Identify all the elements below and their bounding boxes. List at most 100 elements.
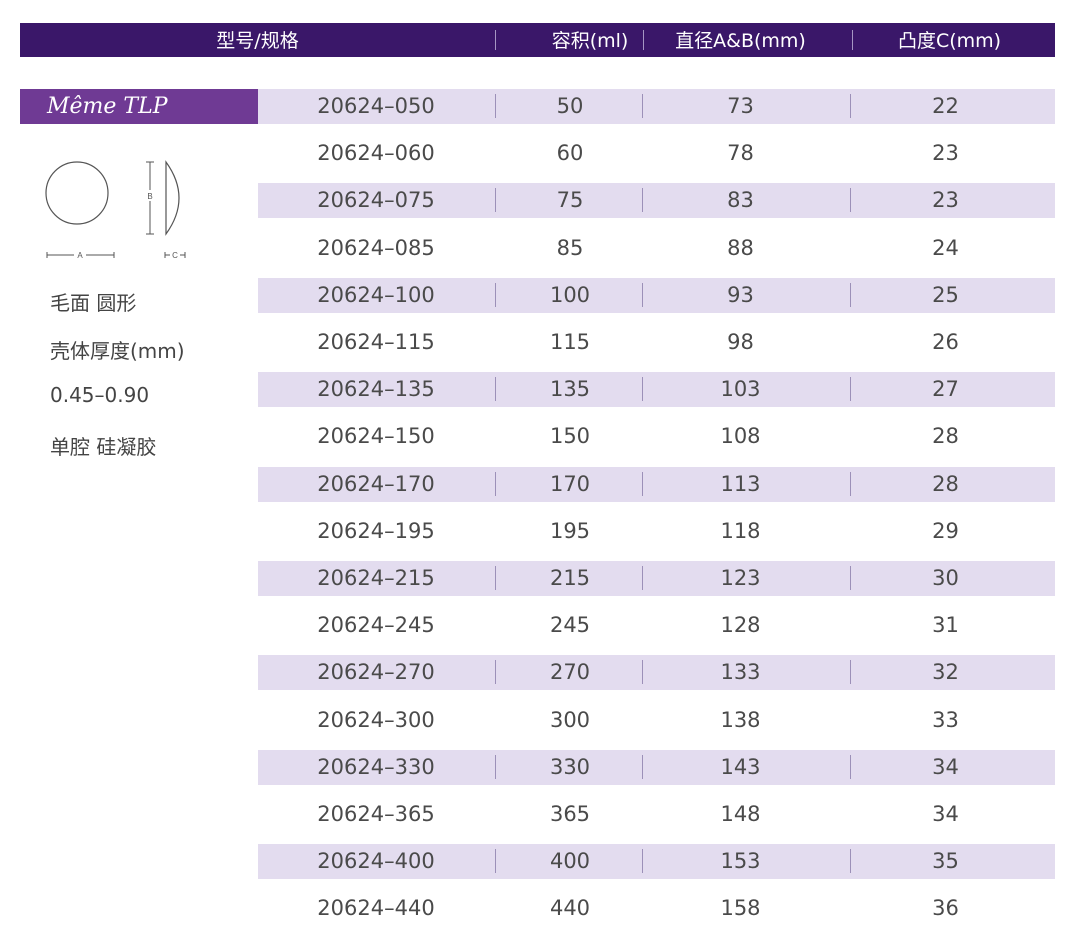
- cell-volume: 135: [549, 377, 591, 402]
- desc-shell-thickness-label: 壳体厚度(mm): [50, 339, 185, 363]
- table-row: 20624–170 170 113 28: [258, 466, 1055, 502]
- column-divider: [642, 566, 643, 590]
- column-divider: [850, 94, 851, 118]
- implant-side-outline: [165, 160, 180, 236]
- implant-dimension-diagram: B A C: [45, 160, 186, 260]
- cell-volume: 115: [549, 330, 591, 354]
- header-volume: 容积(ml): [551, 30, 629, 52]
- cell-projection: 26: [932, 330, 959, 354]
- column-divider: [642, 188, 643, 213]
- column-divider: [850, 566, 851, 590]
- table-row: 20624–075 75 83 23: [258, 183, 1055, 219]
- cell-projection: 31: [932, 613, 959, 638]
- table-row: 20624–245 245 128 31: [258, 608, 1055, 643]
- cell-volume: 150: [549, 424, 591, 449]
- table-row: 20624–195 195 118 29: [258, 514, 1055, 549]
- cell-diameter: 88: [727, 235, 754, 260]
- label-c: C: [172, 251, 178, 260]
- cell-model: 20624–150: [317, 424, 435, 449]
- cell-model: 20624–195: [317, 518, 435, 543]
- cell-projection: 36: [932, 896, 959, 921]
- cell-volume: 365: [549, 802, 591, 826]
- product-name-banner: Même TLP: [20, 89, 258, 124]
- header-projection: 凸度C(mm): [897, 30, 1002, 52]
- table-row: 20624–135 135 103 27: [258, 372, 1055, 408]
- table-row: 20624–115 115 98 26: [258, 325, 1055, 360]
- cell-diameter: 123: [720, 566, 761, 590]
- table-row: 20624–330 330 143 34: [258, 749, 1055, 785]
- column-divider: [850, 660, 851, 685]
- desc-texture-shape: 毛面 圆形: [50, 291, 137, 315]
- table-row: 20624–300 300 138 33: [258, 703, 1055, 738]
- cell-volume: 195: [549, 518, 591, 543]
- column-divider: [495, 188, 496, 213]
- header-diameter: 直径A&B(mm): [675, 30, 806, 52]
- cell-diameter: 118: [720, 518, 761, 543]
- cell-model: 20624–050: [317, 94, 435, 118]
- cell-diameter: 153: [720, 849, 761, 874]
- cell-volume: 440: [549, 896, 591, 921]
- column-divider: [850, 849, 851, 874]
- label-a: A: [77, 251, 83, 260]
- table-row: 20624–100 100 93 25: [258, 277, 1055, 313]
- header-divider: [643, 30, 644, 50]
- header-model: 型号/规格: [216, 30, 299, 52]
- cell-diameter: 108: [720, 424, 761, 449]
- cell-projection: 22: [932, 94, 959, 118]
- table-header: 型号/规格 容积(ml) 直径A&B(mm) 凸度C(mm): [20, 23, 1055, 57]
- desc-filling: 单腔 硅凝胶: [50, 435, 157, 459]
- cell-model: 20624–100: [317, 282, 435, 307]
- table-row: 20624–050 50 73 22: [258, 89, 1055, 124]
- cell-projection: 27: [932, 377, 959, 402]
- column-divider: [642, 282, 643, 307]
- cell-volume: 50: [556, 94, 584, 118]
- cell-volume: 100: [549, 282, 591, 307]
- cell-volume: 330: [549, 754, 591, 779]
- cell-diameter: 78: [727, 141, 754, 166]
- cell-projection: 34: [932, 754, 959, 779]
- cell-volume: 85: [556, 235, 584, 260]
- cell-model: 20624–440: [317, 896, 435, 921]
- cell-model: 20624–215: [317, 566, 435, 590]
- cell-model: 20624–060: [317, 141, 435, 166]
- column-divider: [495, 566, 496, 590]
- column-divider: [495, 94, 496, 118]
- cell-diameter: 133: [720, 660, 761, 685]
- cell-model: 20624–270: [317, 660, 435, 685]
- column-divider: [642, 471, 643, 496]
- cell-diameter: 138: [720, 707, 761, 732]
- cell-model: 20624–245: [317, 613, 435, 638]
- column-divider: [495, 849, 496, 874]
- cell-model: 20624–170: [317, 471, 435, 496]
- column-divider: [850, 471, 851, 496]
- cell-projection: 29: [932, 518, 959, 543]
- cell-volume: 215: [549, 566, 591, 590]
- cell-diameter: 103: [720, 377, 761, 402]
- cell-volume: 400: [549, 849, 591, 874]
- column-divider: [495, 282, 496, 307]
- label-b: B: [147, 192, 152, 201]
- cell-volume: 300: [549, 707, 591, 732]
- column-divider: [642, 754, 643, 779]
- cell-diameter: 113: [720, 471, 761, 496]
- column-divider: [642, 849, 643, 874]
- header-divider: [852, 30, 853, 50]
- column-divider: [495, 754, 496, 779]
- column-divider: [850, 188, 851, 213]
- implant-front-outline: [45, 161, 109, 225]
- cell-diameter: 148: [720, 802, 761, 826]
- cell-projection: 25: [932, 282, 959, 307]
- column-divider: [495, 377, 496, 402]
- cell-diameter: 128: [720, 613, 761, 638]
- column-divider: [642, 377, 643, 402]
- column-divider: [495, 660, 496, 685]
- cell-projection: 24: [932, 235, 959, 260]
- cell-projection: 28: [932, 471, 959, 496]
- cell-volume: 170: [549, 471, 591, 496]
- table-row: 20624–270 270 133 32: [258, 655, 1055, 691]
- cell-model: 20624–075: [317, 188, 435, 213]
- cell-diameter: 98: [727, 330, 754, 354]
- cell-model: 20624–365: [317, 802, 435, 826]
- cell-volume: 270: [549, 660, 591, 685]
- cell-projection: 28: [932, 424, 959, 449]
